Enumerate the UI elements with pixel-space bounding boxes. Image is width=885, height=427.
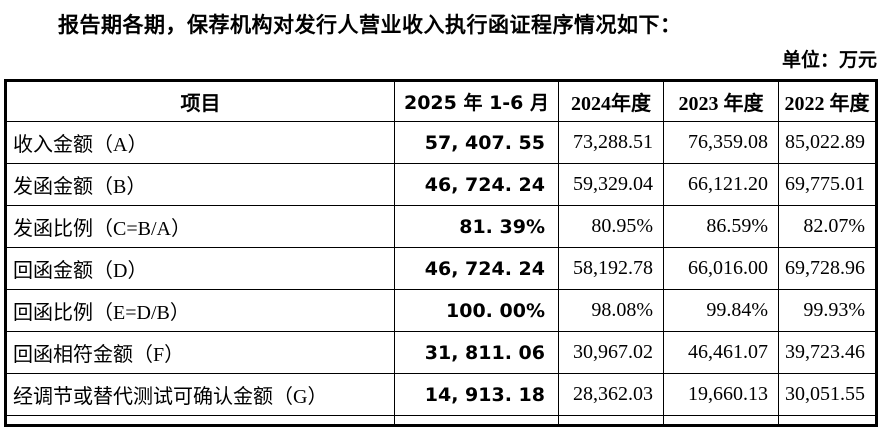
cell-value-2024: 28,362.03 xyxy=(558,373,664,416)
cell-value-2023: 99.84% xyxy=(663,289,779,332)
col-header-2025: 2025 年 1-6 月 xyxy=(394,80,559,122)
cell-value-2023: 66,016.00 xyxy=(663,247,779,290)
table-row: 回函比例（E=D/B） 100. 00% 98.08% 99.84% 99.93% xyxy=(5,289,877,332)
cell-value-2022: 69,728.96 xyxy=(778,247,877,290)
cell-value-2025: 100. 00% xyxy=(394,289,559,332)
col-header-2023: 2023 年度 xyxy=(663,80,779,122)
table-row: 经调节或替代测试可确认金额（G） 14, 913. 18 28,362.03 19,6… xyxy=(5,373,877,416)
cell-value-2024: 30,967.02 xyxy=(558,331,664,374)
row-label: 发函比例（C=B/A） xyxy=(5,205,395,248)
table-row: 回函金额（D） 46, 724. 24 58,192.78 66,016.00 69,7… xyxy=(5,247,877,290)
cell-value-2022: 99.93% xyxy=(778,289,877,332)
col-header-2024: 2024年度 xyxy=(558,80,664,122)
unit-label: 单位：万元 xyxy=(781,50,877,71)
cell-value-2025: 31, 811. 06 xyxy=(394,331,559,374)
table-header-row: 项目 2025 年 1-6 月 2024年度 2023 年度 2022 年度 xyxy=(5,80,877,122)
cell-value-2023: 86.59% xyxy=(663,205,779,248)
cell-value-2023: 76,359.08 xyxy=(663,121,779,164)
confirmation-procedure-table: 项目 2025 年 1-6 月 2024年度 2023 年度 2022 年度 收… xyxy=(4,79,878,427)
section-title: 报告期各期，保荐机构对发行人营业收入执行函证程序情况如下： xyxy=(58,13,682,37)
col-header-2022: 2022 年度 xyxy=(778,80,877,122)
cell-value-2025: 14, 913. 18 xyxy=(394,373,559,416)
row-label: 回函比例（E=D/B） xyxy=(5,289,395,332)
cell-empty xyxy=(394,415,559,426)
row-label: 收入金额（A） xyxy=(5,121,395,164)
table-row: 发函金额（B） 46, 724. 24 59,329.04 66,121.20 69,7… xyxy=(5,163,877,206)
cell-value-2023: 19,660.13 xyxy=(663,373,779,416)
cell-value-2025: 57, 407. 55 xyxy=(394,121,559,164)
cell-value-2024: 59,329.04 xyxy=(558,163,664,206)
cell-value-2024: 80.95% xyxy=(558,205,664,248)
col-header-item: 项目 xyxy=(5,80,395,122)
cell-value-2022: 85,022.89 xyxy=(778,121,877,164)
table-row: 发函比例（C=B/A） 81. 39% 80.95% 86.59% 82.07% xyxy=(5,205,877,248)
cell-value-2023: 46,461.07 xyxy=(663,331,779,374)
table-body: 收入金额（A） 57, 407. 55 73,288.51 76,359.08 85,0… xyxy=(5,121,877,426)
cell-value-2025: 81. 39% xyxy=(394,205,559,248)
table-row-cutoff xyxy=(5,415,877,426)
cell-empty xyxy=(663,415,779,426)
cell-value-2022: 69,775.01 xyxy=(778,163,877,206)
row-label: 经调节或替代测试可确认金额（G） xyxy=(5,373,395,416)
cell-value-2025: 46, 724. 24 xyxy=(394,163,559,206)
table-row: 收入金额（A） 57, 407. 55 73,288.51 76,359.08 85,0… xyxy=(5,121,877,164)
row-label: 回函相符金额（F） xyxy=(5,331,395,374)
cell-empty xyxy=(5,415,395,426)
cell-value-2022: 30,051.55 xyxy=(778,373,877,416)
cell-value-2024: 98.08% xyxy=(558,289,664,332)
cell-value-2025: 46, 724. 24 xyxy=(394,247,559,290)
row-label: 发函金额（B） xyxy=(5,163,395,206)
cell-value-2024: 58,192.78 xyxy=(558,247,664,290)
table-row: 回函相符金额（F） 31, 811. 06 30,967.02 46,461.07 39… xyxy=(5,331,877,374)
cell-value-2024: 73,288.51 xyxy=(558,121,664,164)
cell-empty xyxy=(778,415,877,426)
cell-value-2022: 82.07% xyxy=(778,205,877,248)
cell-empty xyxy=(558,415,664,426)
cell-value-2023: 66,121.20 xyxy=(663,163,779,206)
row-label: 回函金额（D） xyxy=(5,247,395,290)
cell-value-2022: 39,723.46 xyxy=(778,331,877,374)
